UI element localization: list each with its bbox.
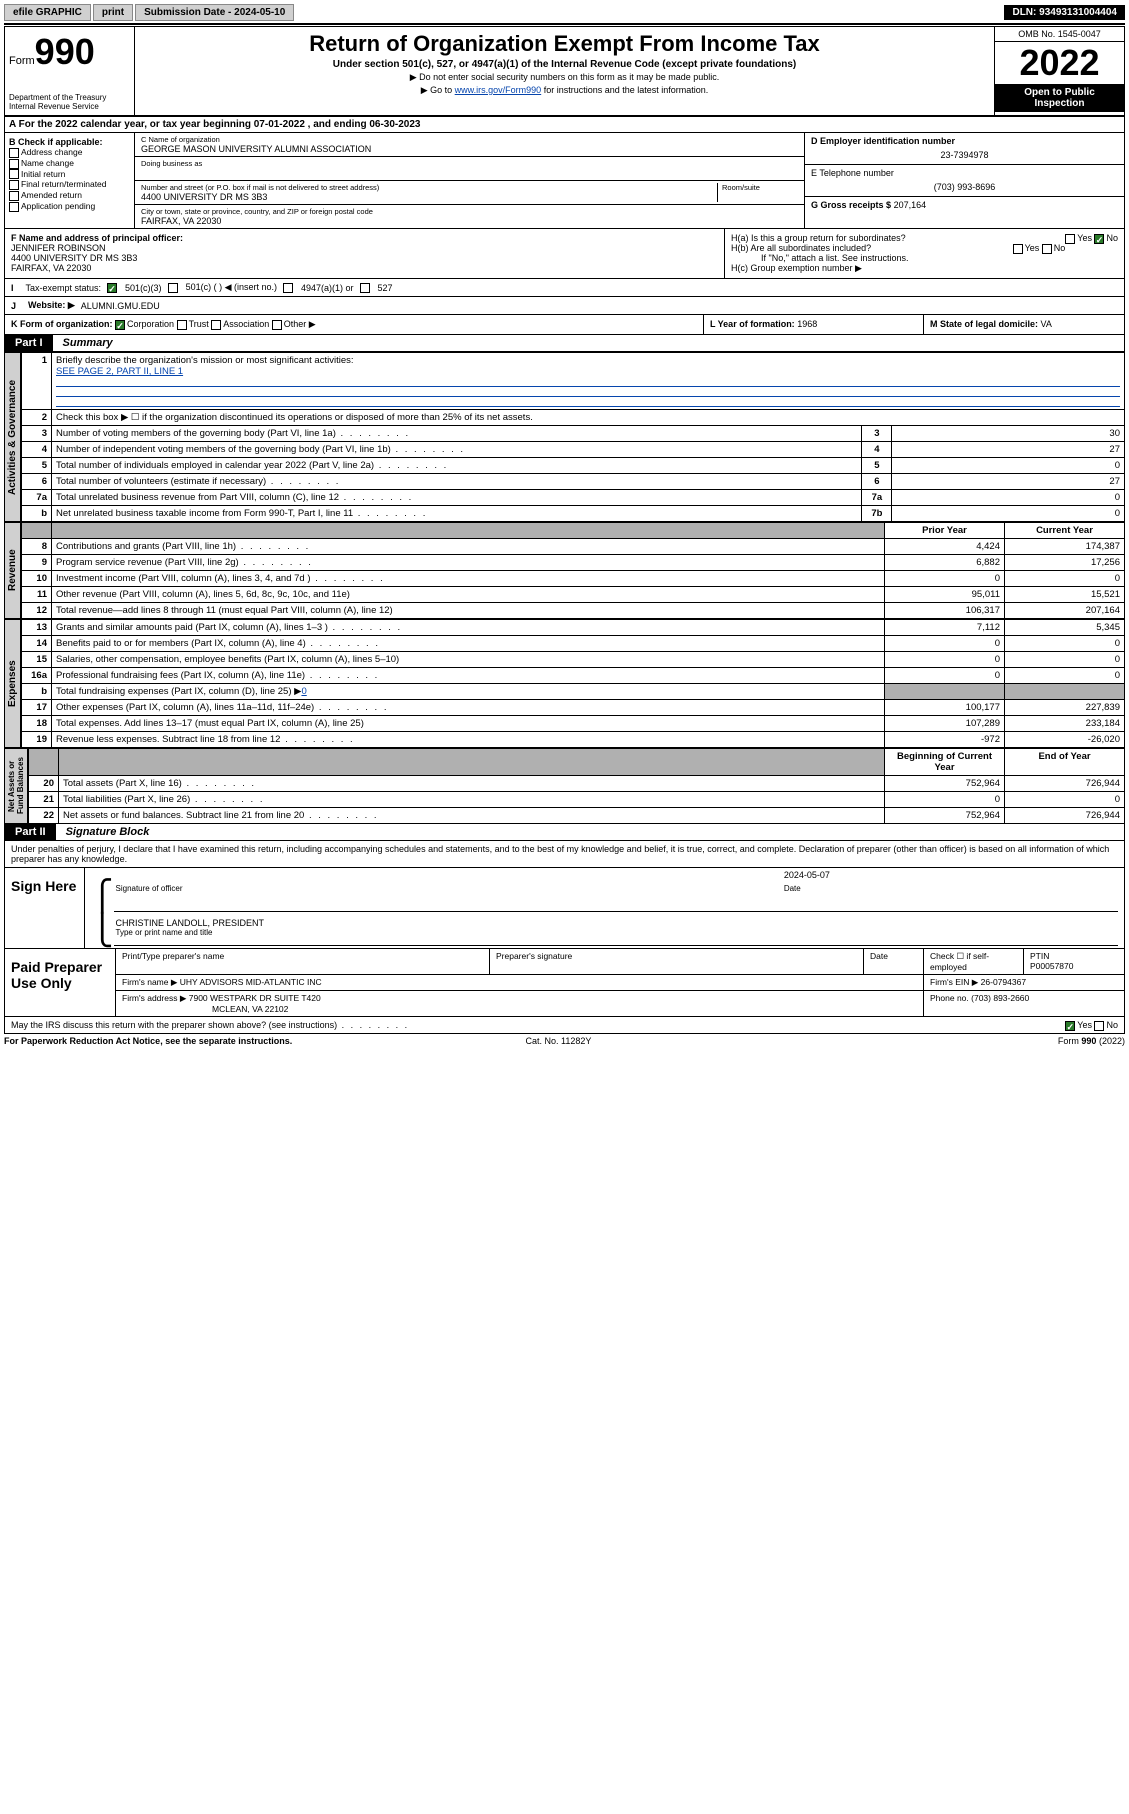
check-trust[interactable] (177, 320, 187, 330)
gross-receipts: 207,164 (894, 200, 927, 210)
summary-expenses: Expenses 13Grants and similar amounts pa… (4, 619, 1125, 748)
note-link: ▶ Go to www.irs.gov/Form990 for instruct… (139, 85, 990, 96)
firm-addr: 7900 WESTPARK DR SUITE T420 (189, 993, 321, 1003)
line-j: J Website: ▶ ALUMNI.GMU.EDU (4, 297, 1125, 315)
form-subtitle: Under section 501(c), 527, or 4947(a)(1)… (139, 59, 990, 70)
box-b: B Check if applicable: Address change Na… (5, 133, 135, 228)
section-bcdeg: B Check if applicable: Address change Na… (4, 133, 1125, 229)
box-deg: D Employer identification number 23-7394… (804, 133, 1124, 228)
open-inspection: Open to Public Inspection (995, 84, 1124, 112)
check-501c[interactable] (168, 283, 178, 293)
note-ssn: ▶ Do not enter social security numbers o… (139, 72, 990, 83)
firm-phone: (703) 893-2660 (971, 993, 1029, 1003)
irs-link[interactable]: www.irs.gov/Form990 (455, 85, 542, 95)
check-4947[interactable] (283, 283, 293, 293)
officer-name: JENNIFER ROBINSON (11, 243, 718, 253)
box-f: F Name and address of principal officer:… (5, 229, 724, 278)
form-version: Form 990 (2022) (1058, 1036, 1125, 1046)
line-i: I Tax-exempt status: 501(c)(3) 501(c) ( … (4, 279, 1125, 297)
check-501c3[interactable] (107, 283, 117, 293)
check-initial-return[interactable] (9, 169, 19, 179)
form-title: Return of Organization Exempt From Incom… (139, 31, 990, 57)
check-other[interactable] (272, 320, 282, 330)
check-amended-return[interactable] (9, 191, 19, 201)
print-button[interactable]: print (93, 4, 133, 21)
signature-block: Under penalties of perjury, I declare th… (4, 841, 1125, 1034)
state-domicile: VA (1041, 319, 1052, 329)
check-527[interactable] (360, 283, 370, 293)
check-application-pending[interactable] (9, 202, 19, 212)
efile-label: efile GRAPHIC (4, 4, 91, 21)
firm-name: UHY ADVISORS MID-ATLANTIC INC (180, 977, 322, 987)
dba (141, 168, 798, 178)
dept-label: Department of the Treasury Internal Reve… (9, 93, 130, 111)
calendar-year-row: A For the 2022 calendar year, or tax yea… (4, 117, 1125, 133)
discuss-yes[interactable] (1065, 1021, 1075, 1031)
mission-link[interactable]: SEE PAGE 2, PART II, LINE 1 (56, 366, 1120, 377)
ptin: P00057870 (1030, 961, 1118, 971)
submission-date: Submission Date - 2024-05-10 (135, 4, 294, 21)
sig-date: 2024-05-07 (784, 870, 830, 880)
check-final-return[interactable] (9, 180, 19, 190)
org-name: GEORGE MASON UNIVERSITY ALUMNI ASSOCIATI… (141, 144, 798, 154)
form-header: Form990 Department of the Treasury Inter… (4, 26, 1125, 117)
website: ALUMNI.GMU.EDU (81, 301, 160, 311)
section-fh: F Name and address of principal officer:… (4, 229, 1125, 279)
dln-label: DLN: 93493131004404 (1004, 5, 1125, 20)
year-formation: 1968 (797, 319, 817, 329)
ha-yes[interactable] (1065, 234, 1075, 244)
form-number: Form990 (9, 31, 130, 73)
line-klm: K Form of organization: Corporation Trus… (4, 315, 1125, 335)
check-address-change[interactable] (9, 148, 19, 158)
check-corp[interactable] (115, 320, 125, 330)
summary-governance: Activities & Governance 1 Briefly descri… (4, 352, 1125, 522)
part2-header: Part II Signature Block (4, 824, 1125, 841)
check-assoc[interactable] (211, 320, 221, 330)
hb-yes[interactable] (1013, 244, 1023, 254)
ein: 23-7394978 (811, 150, 1118, 160)
telephone: (703) 993-8696 (811, 182, 1118, 192)
hb-no[interactable] (1042, 244, 1052, 254)
check-name-change[interactable] (9, 159, 19, 169)
discuss-no[interactable] (1094, 1021, 1104, 1031)
omb-number: OMB No. 1545-0047 (995, 27, 1124, 42)
ha-no[interactable] (1094, 234, 1104, 244)
street-address: 4400 UNIVERSITY DR MS 3B3 (141, 192, 713, 202)
city-state-zip: FAIRFAX, VA 22030 (141, 216, 798, 226)
tax-year: 2022 (995, 42, 1124, 84)
paid-preparer: Paid Preparer Use Only Print/Type prepar… (5, 948, 1124, 1016)
officer-print-name: CHRISTINE LANDOLL, PRESIDENT (116, 918, 1117, 928)
summary-revenue: Revenue Prior YearCurrent Year 8Contribu… (4, 522, 1125, 619)
part1-header: Part I Summary (4, 335, 1125, 352)
box-c: C Name of organization GEORGE MASON UNIV… (135, 133, 804, 228)
top-bar: efile GRAPHIC print Submission Date - 20… (4, 4, 1125, 21)
divider (4, 23, 1125, 25)
summary-net-assets: Net Assets or Fund Balances Beginning of… (4, 748, 1125, 824)
footer: For Paperwork Reduction Act Notice, see … (4, 1034, 1125, 1048)
firm-ein: 26-0794367 (981, 977, 1026, 987)
box-h: H(a) Is this a group return for subordin… (724, 229, 1124, 278)
